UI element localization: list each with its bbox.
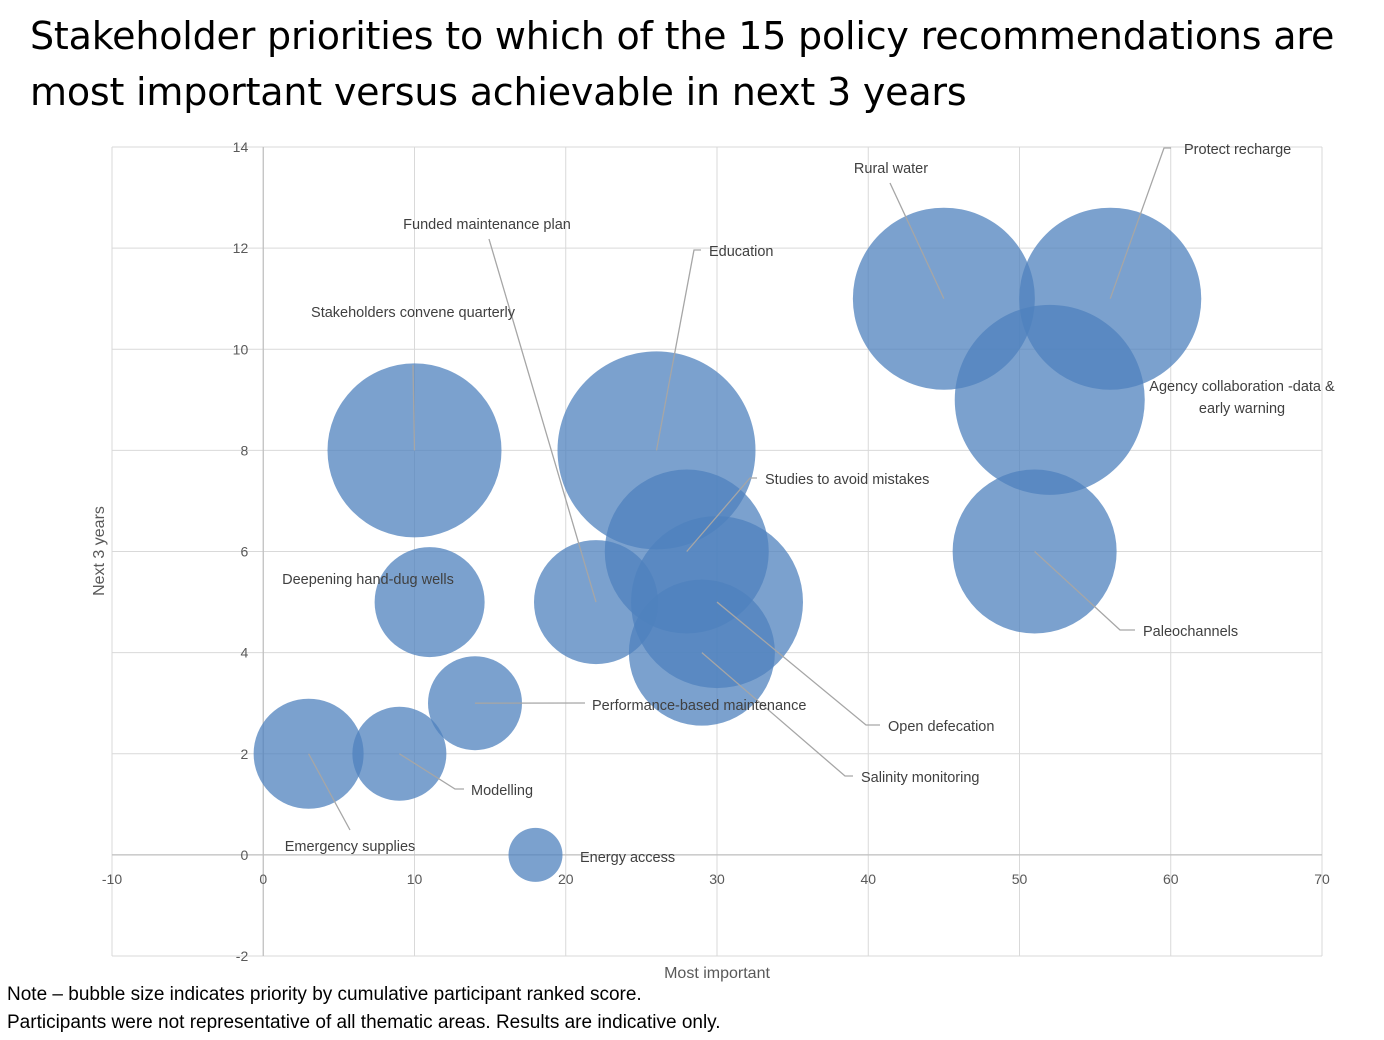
note-bubble-size: Note – bubble size indicates priority by… — [7, 984, 642, 1005]
data-label: Funded maintenance plan — [403, 217, 571, 233]
y-tick-label: 12 — [233, 240, 249, 256]
leader-line — [889, 182, 945, 299]
x-tick-label: 40 — [860, 871, 876, 887]
data-label: Agency collaboration -data & early warnin… — [1149, 379, 1335, 417]
chart-title-line-2: most important versus achievable in next… — [30, 70, 967, 114]
x-tick-label: 70 — [1314, 871, 1330, 887]
leader-lines — [308, 147, 1171, 831]
x-tick-label: 50 — [1012, 871, 1028, 887]
data-label: Open defecation — [888, 719, 994, 735]
x-tick-label: 20 — [558, 871, 574, 887]
leader-line — [412, 364, 416, 451]
leader-line — [308, 753, 351, 831]
leader-line — [716, 601, 880, 726]
chart-title: Stakeholder priorities to which of the 1… — [30, 8, 1380, 120]
bubble — [508, 827, 563, 882]
data-label: Paleochannels — [1143, 624, 1238, 640]
x-axis-title: Most important — [664, 965, 770, 982]
leader-line — [399, 753, 464, 790]
leader-line — [686, 477, 757, 552]
data-label: Performance-based maintenance — [592, 698, 806, 714]
x-tick-label: 0 — [259, 871, 267, 887]
bubble — [374, 547, 485, 658]
data-labels: Rural water Protect recharge Agency collab… — [282, 142, 1335, 866]
y-tick-label: 6 — [240, 544, 248, 560]
x-tick-label: 30 — [709, 871, 725, 887]
y-tick-label: -2 — [236, 948, 249, 964]
axes — [112, 147, 1322, 956]
y-tick-label: 14 — [233, 139, 249, 155]
y-axis-title: Next 3 years — [91, 506, 108, 596]
y-tick-label: 0 — [240, 847, 248, 863]
data-label: Emergency supplies — [285, 839, 416, 855]
data-label: Energy access — [580, 850, 675, 866]
leader-line — [488, 238, 597, 603]
chart-title-line-1: Stakeholder priorities to which of the 1… — [30, 14, 1335, 58]
leader-line — [1034, 551, 1135, 631]
leader-line — [1109, 147, 1171, 299]
data-label: Modelling — [471, 783, 533, 799]
leader-line — [701, 652, 853, 777]
y-tick-label: 4 — [240, 645, 248, 661]
data-label: Deepening hand-dug wells — [282, 572, 454, 588]
data-label: Protect recharge — [1184, 142, 1291, 158]
data-label: Stakeholders convene quarterly — [311, 305, 516, 321]
data-label: Salinity monitoring — [861, 770, 979, 786]
data-label: Education — [709, 244, 774, 260]
leader-line — [655, 249, 701, 451]
data-label-line: early warning — [1199, 401, 1285, 417]
x-tick-label: 10 — [407, 871, 423, 887]
x-tick-label: 60 — [1163, 871, 1179, 887]
data-label: Rural water — [854, 161, 928, 177]
note-representativeness: Participants were not representative of … — [7, 1012, 721, 1033]
y-tick-label: 2 — [240, 746, 248, 762]
x-tick-label: -10 — [102, 871, 122, 887]
y-tick-label: 10 — [233, 341, 249, 357]
data-label-line: Agency collaboration -data & — [1149, 379, 1335, 395]
tick-labels: -10 0 10 20 30 40 50 60 70 -2 0 2 4 6 8 10 12 14 — [102, 139, 1330, 964]
y-tick-label: 8 — [240, 442, 248, 458]
data-label: Studies to avoid mistakes — [765, 472, 929, 488]
